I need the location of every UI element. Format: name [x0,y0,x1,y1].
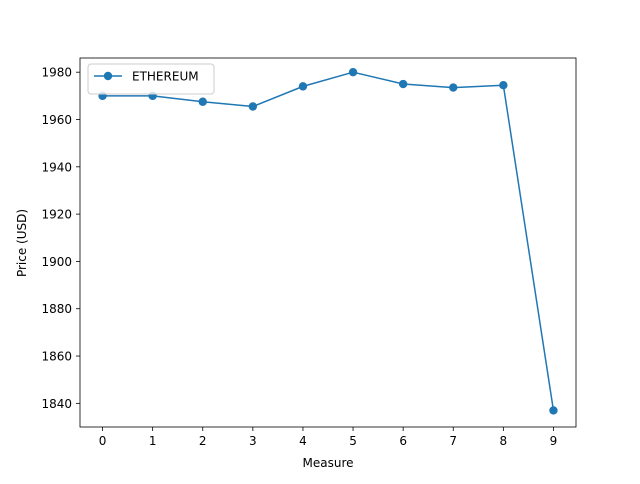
legend-label-0: ETHEREUM [132,70,199,84]
data-point-0-9 [549,406,558,415]
axis-layer: 0 1 2 3 4 5 6 7 8 9 1840 1860 1880 1900 1920 1940 1960 19… [41,57,577,448]
x-tick-label: 6 [399,434,407,448]
legend: ETHEREUM [87,63,215,95]
data-point-0-6 [398,79,408,89]
data-point-0-8 [499,81,508,90]
y-tick-label: 1840 [41,397,72,411]
y-tick-label: 1920 [41,208,72,222]
x-tick-label: 9 [550,434,558,448]
x-tick-label: 7 [449,434,457,448]
x-tick-label: 8 [500,434,508,448]
data-point-0-4 [298,82,308,91]
x-tick-label: 4 [299,434,307,448]
y-axis-label: Price (USD) [15,209,29,277]
legend-frame [87,63,215,95]
x-tick-label: 1 [149,434,157,448]
data-point-0-7 [449,83,458,92]
y-tick-label: 1900 [41,255,72,269]
legend-marker-0 [103,71,113,81]
data-point-0-5 [348,67,358,77]
y-tick-label: 1960 [41,113,72,127]
y-tick-label: 1860 [41,350,72,364]
series-line-0 [102,71,555,411]
plot-layer [80,58,576,427]
plot-area [80,58,576,427]
x-tick-label: 5 [349,434,357,448]
x-tick-label: 2 [199,434,207,448]
x-tick-label: 0 [99,434,107,448]
y-tick-label: 1980 [41,66,72,80]
data-point-0-3 [248,102,258,111]
y-tick-label: 1940 [41,160,72,174]
axes-frame [79,57,577,428]
data-point-0-2 [198,97,207,106]
x-axis-label: Measure [303,456,354,470]
x-tick-label: 3 [249,434,257,448]
y-tick-label: 1880 [41,302,72,316]
